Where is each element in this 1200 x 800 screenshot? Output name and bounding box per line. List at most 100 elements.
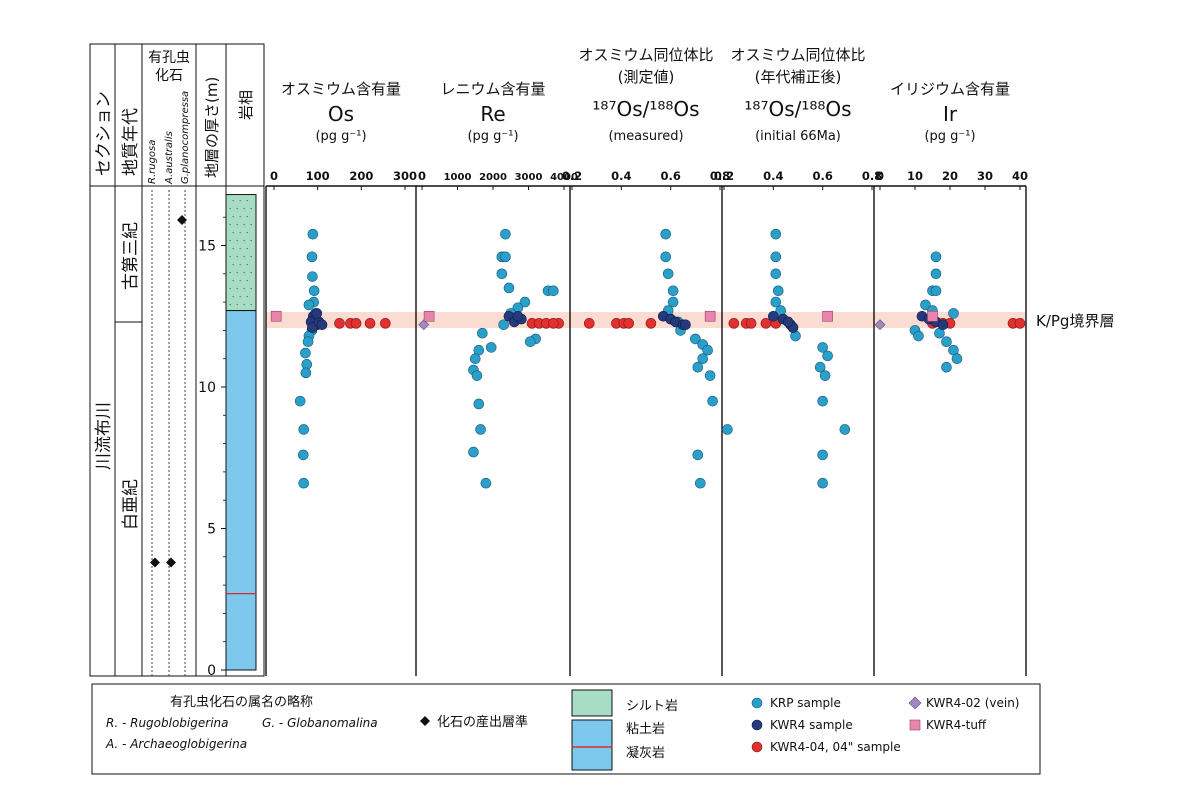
foram-header-1: 有孔虫 (148, 50, 190, 66)
krp-point (471, 370, 483, 381)
species-r: R.rugosa (147, 140, 158, 184)
fossil-diamond-icon (420, 716, 430, 726)
siltstone-swatch (571, 689, 613, 717)
panel-title-line: ¹⁸⁷Os/¹⁸⁸Os (592, 97, 699, 121)
tuff-sample-point (822, 310, 833, 322)
x-tick-label: 100 (306, 169, 330, 183)
krp-point (485, 342, 497, 353)
silt-dot (243, 303, 245, 306)
abbr-r: R. - Rugoblobigerina (106, 716, 228, 730)
species-a: A.australis (164, 131, 175, 185)
kwr404-point (350, 318, 362, 329)
panel-title-line: レニウム含有量 (440, 80, 545, 98)
krp-point (307, 228, 319, 240)
krp-label: KRP sample (770, 696, 841, 710)
krp-legend-marker (751, 697, 763, 709)
cretaceous-label: 白亜紀 (121, 479, 141, 530)
silt-dot (246, 295, 248, 298)
krp-point (500, 228, 511, 240)
x-tick-label: 0.4 (763, 169, 783, 183)
kwr404-label: KWR4-04, 04" sample (770, 740, 901, 754)
silt-dot (243, 271, 245, 274)
silt-dot (232, 231, 234, 234)
kwr404-point (583, 318, 595, 329)
vein-point (418, 319, 430, 331)
krp-point (704, 370, 716, 381)
x-tick-label: 0.2 (714, 169, 734, 183)
krp-point (772, 285, 784, 297)
krp-point (948, 308, 959, 319)
tuff-label: 凝灰岩 (626, 745, 665, 761)
x-tick-label: 40 (1012, 169, 1028, 183)
panel-title-line: オスミウム含有量 (281, 80, 401, 98)
depth-tick-label: 5 (207, 522, 216, 538)
x-tick-label: 4000 (550, 172, 578, 183)
krp-point (839, 424, 851, 435)
x-tick-label: 0 (876, 169, 884, 183)
panel-title-line: (measured) (608, 129, 683, 144)
x-tick-label: 0 (270, 169, 278, 183)
krp-point (496, 268, 508, 280)
krp-point (667, 285, 679, 297)
vein-point (874, 319, 886, 331)
x-tick-label: 0.4 (611, 169, 631, 183)
krp-point (473, 398, 485, 410)
krp-point (770, 251, 782, 263)
silt-dot (239, 199, 241, 202)
krp-point (814, 361, 826, 373)
panel-title-line: (pg g⁻¹) (315, 129, 366, 144)
kwr4-point (512, 310, 524, 322)
lithology-column (225, 194, 257, 671)
panel-title-line: Os (328, 102, 354, 126)
krp-point (524, 336, 536, 348)
age-header: 地質年代 (121, 108, 141, 176)
krp-point (951, 353, 963, 365)
silt-dot (232, 279, 234, 282)
silt-dot (250, 287, 252, 290)
tuff-sample-label: KWR4-tuff (926, 718, 987, 732)
silt-dot (239, 247, 241, 250)
kwr4-legend-marker (751, 719, 763, 731)
silt-dot (236, 223, 238, 226)
krp-point (817, 477, 828, 489)
krp-point (519, 296, 531, 308)
krp-point (817, 342, 828, 353)
depth-axis: 0 5 10 15 (198, 216, 226, 679)
krp-point (817, 395, 828, 407)
fossil-markers (150, 215, 187, 568)
tuff-legend-marker (909, 719, 921, 731)
krp-point (477, 327, 488, 339)
silt-dot (236, 255, 238, 258)
kwr404-point (364, 318, 376, 329)
krp-point (300, 347, 311, 359)
panel-ir: 0 10 20 30 40 イリジウム含有量 Ir (pg g⁻¹) (874, 80, 1028, 676)
x-tick-label: 0.8 (710, 169, 730, 183)
tuff-sample-point (423, 310, 435, 322)
silt-dot (246, 231, 248, 234)
silt-dot (246, 215, 248, 218)
panel-title-line: ¹⁸⁷Os/¹⁸⁸Os (744, 97, 851, 121)
abbr-a: A. - Archaeoglobigerina (105, 737, 247, 751)
krp-point (822, 350, 833, 362)
kpg-label: K/Pg境界層 (1036, 312, 1114, 330)
krp-point (819, 370, 831, 381)
krp-point (660, 228, 672, 240)
krp-point (308, 285, 320, 297)
silt-dot (236, 287, 238, 290)
legend: 有孔虫化石の属名の略称 R. - Rugoblobigerina G. - Gl… (91, 683, 1041, 775)
kwr404-point (623, 318, 635, 329)
fossil-occurrence-marker (177, 215, 187, 226)
tuff-sample-point (270, 310, 282, 322)
silt-dot (232, 263, 234, 266)
krp-point (692, 449, 704, 461)
krp-point (468, 446, 479, 458)
claystone-label: 粘土岩 (626, 722, 665, 737)
krp-point (722, 424, 733, 435)
x-tick-label: 300 (393, 169, 417, 183)
krp-point (690, 333, 701, 345)
krp-point (817, 449, 828, 461)
siltstone-label: シルト岩 (626, 699, 678, 714)
krp-point (770, 296, 782, 308)
